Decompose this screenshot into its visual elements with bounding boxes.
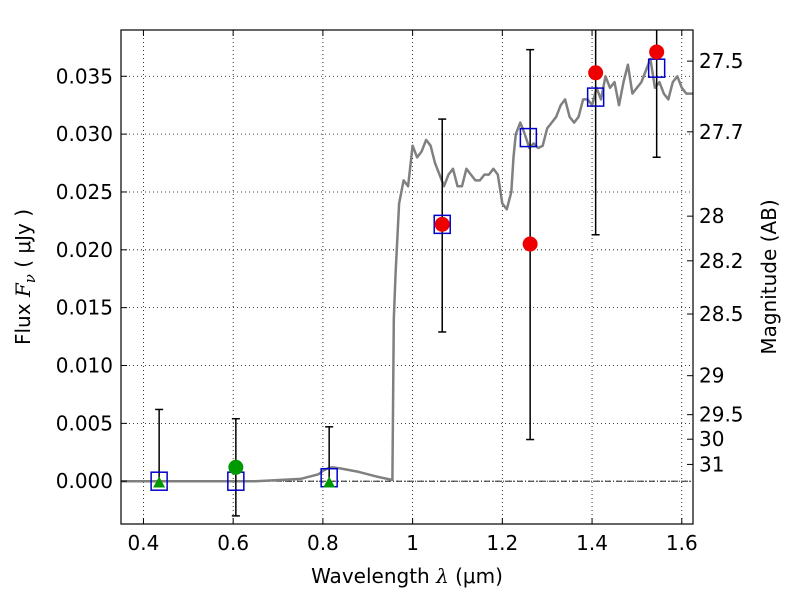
y-tick-label: 0.010 [56,354,113,378]
axis-ticks [121,30,693,524]
square-marker [433,214,451,235]
x-tick-label: 0.8 [307,531,339,555]
red-circle-marker [588,65,604,81]
y2-tick-label: 30 [699,427,724,451]
spectrum-line [121,57,693,483]
y2-tick-label: 28 [699,204,724,228]
green-triangle-marker [323,476,336,488]
y-tick-label: 0.005 [56,411,113,435]
x-tick-label: 1.2 [486,531,518,555]
y-axis-title-unit: ( μJy ) [11,209,35,274]
square-marker [150,471,168,491]
green-circle-marker [228,459,244,475]
x-axis-title-symbol: λ [435,564,449,588]
y2-tick-label: 28.2 [699,249,744,273]
x-tick-label: 1 [406,531,419,555]
green-triangle-marker [153,476,166,488]
square-marker [586,87,605,107]
red-circle-marker [434,216,450,232]
y2-tick-label: 29.5 [699,403,744,427]
y-axis-title: Flux Fν ( μJy ) [11,209,39,345]
x-tick-label: 0.6 [217,531,249,555]
y-tick-label: 0.000 [56,469,113,493]
red-circle-marker [649,44,665,60]
x-tick-label: 1.4 [576,531,608,555]
x-axis-title-unit: (μm) [449,564,503,588]
y-tick-label: 0.020 [56,238,113,262]
data-markers [150,44,666,491]
model-spectrum [121,57,693,483]
y-tick-label: 0.015 [56,296,113,320]
y-tick-label: 0.025 [56,180,113,204]
y2-axis-title: Magnitude (AB) [757,199,781,354]
y2-tick-label: 27.7 [699,120,744,144]
x-axis-title: Wavelength λ (μm) [311,564,503,588]
y-axis-title-symbol: F [11,282,35,298]
y-axis-title-subscript: ν [21,274,39,283]
y2-tick-label: 31 [699,452,724,476]
y-tick-label: 0.035 [56,64,113,88]
x-tick-label: 1.6 [666,531,698,555]
red-circle-marker [522,236,538,252]
y2-tick-label: 29 [699,364,724,388]
y2-tick-label: 27.5 [699,49,744,73]
plot-frame [120,29,694,525]
y-axis-title-prefix: Flux [11,297,35,345]
x-axis-title-prefix: Wavelength [311,564,436,588]
x-tick-label: 0.4 [128,531,160,555]
axis-tick-labels: 0.4 0.6 0.8 1 1.2 1.4 1.6 0.000 0.005 0.010 0.015 0… [56,49,744,555]
square-marker [519,127,538,148]
y2-tick-label: 28.5 [699,302,744,326]
y-tick-label: 0.030 [56,122,113,146]
